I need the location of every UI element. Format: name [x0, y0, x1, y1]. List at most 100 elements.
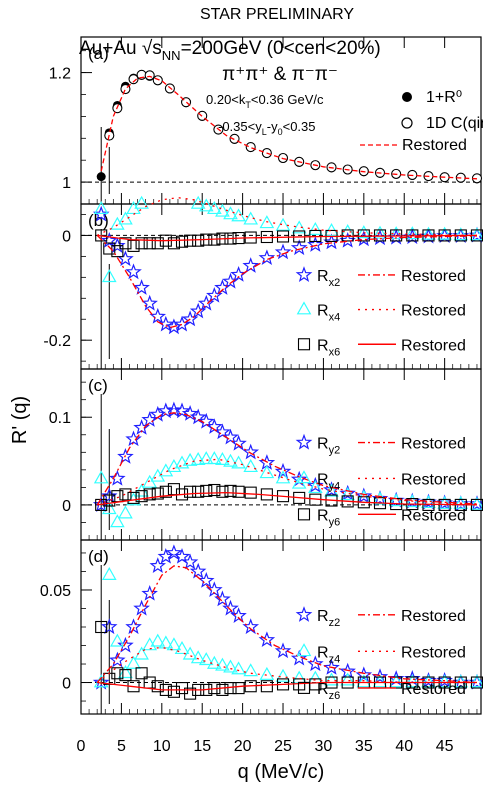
data-point — [324, 672, 339, 686]
x-tick-label: 35 — [355, 738, 373, 755]
data-point — [151, 680, 164, 693]
data-point — [469, 674, 483, 688]
x-tick-label: 15 — [193, 738, 211, 755]
data-point — [189, 408, 207, 425]
legend-marker — [296, 301, 312, 315]
panel-legend: Rz2 Restored Rz4 Restored Rz6 Restored — [295, 606, 466, 702]
data-point — [323, 658, 340, 675]
data-point — [167, 685, 180, 698]
data-point — [149, 557, 167, 573]
data-point — [110, 633, 125, 647]
data-point — [100, 618, 118, 635]
data-point — [127, 239, 140, 252]
data-point — [324, 223, 339, 237]
data-point — [150, 633, 166, 647]
panel-legend: Ry2 Restored Ry4 Restored Ry6 Restored — [295, 433, 466, 528]
data-point — [231, 208, 246, 222]
legend-restored-label: Restored — [401, 268, 466, 285]
series-line-restored-rz4 — [96, 646, 477, 684]
data-point — [174, 640, 190, 655]
data-point — [111, 667, 124, 680]
data-point — [182, 646, 198, 660]
data-point — [290, 239, 308, 256]
data-point — [437, 674, 452, 688]
data-point — [276, 230, 290, 243]
data-point — [93, 201, 109, 215]
data-point — [307, 655, 324, 672]
data-point — [128, 74, 139, 85]
data-point — [133, 279, 150, 295]
data-point — [308, 221, 323, 235]
data-point — [143, 488, 156, 501]
legend-label-c1d: 1D C(qinv) — [426, 115, 483, 132]
data-point — [181, 553, 199, 570]
data-point — [117, 636, 134, 653]
data-point — [167, 237, 180, 250]
panel-a-annotations: Au+Au √sNN=200GeV (0<cen<20%) π⁺π⁺ & π⁻π… — [79, 38, 483, 154]
data-point — [189, 562, 207, 579]
data-point — [372, 225, 388, 239]
series-line-restored-rx4 — [96, 197, 478, 237]
data-point — [95, 229, 108, 242]
data-point — [198, 451, 214, 465]
x-axis-label: q (MeV/c) — [238, 761, 325, 783]
data-point — [274, 243, 292, 260]
data-point — [307, 476, 324, 493]
data-point — [200, 484, 213, 497]
data-point — [214, 423, 231, 440]
data-point — [275, 668, 291, 682]
data-point — [96, 172, 106, 182]
legend-symbol: Rz4 — [317, 644, 340, 665]
legend-restored-label: Restored — [401, 507, 466, 524]
legend-marker — [295, 433, 313, 450]
data-point — [216, 485, 229, 498]
y-cut-label: -0.35<yL-y0<0.35 — [218, 119, 316, 137]
data-point — [341, 229, 354, 242]
y-tick-label: 0 — [62, 228, 71, 245]
legend-marker-1pr0 — [402, 92, 412, 102]
data-point — [243, 211, 259, 225]
x-axis: 0 5 10 15 20 25 30 35 40 45 — [77, 738, 454, 755]
data-point — [453, 227, 469, 241]
data-point — [259, 215, 275, 229]
data-point — [421, 226, 436, 240]
data-point — [208, 483, 221, 497]
data-point — [149, 307, 167, 324]
x-tick-label: 30 — [315, 738, 333, 755]
series-line-restored-rz6 — [97, 681, 477, 691]
y-tick-label: -0.2 — [43, 333, 71, 350]
y-tick-label: 0.05 — [40, 583, 71, 600]
legend-symbol: Ry6 — [317, 507, 340, 528]
legend-marker — [297, 338, 311, 351]
data-point — [469, 496, 483, 510]
data-point — [274, 642, 292, 659]
data-point — [197, 412, 215, 429]
legend-marker — [295, 266, 313, 282]
data-point — [110, 514, 125, 528]
data-point — [224, 484, 237, 497]
legend-symbol: Ry4 — [317, 471, 340, 492]
data-point — [355, 487, 373, 504]
legend-label-restored-a: Restored — [402, 137, 467, 154]
data-point — [127, 491, 140, 504]
data-point — [184, 687, 197, 700]
data-point — [357, 229, 370, 242]
legend-symbol: Rz6 — [317, 681, 340, 702]
series-line-restored-ry2 — [96, 412, 478, 506]
data-point — [101, 501, 117, 515]
y-tick-label: 0 — [62, 676, 71, 693]
data-point — [274, 462, 292, 479]
data-point — [230, 607, 247, 624]
data-point — [222, 428, 239, 445]
data-point — [222, 599, 239, 616]
legend-marker — [297, 508, 311, 521]
data-point — [103, 494, 116, 507]
data-point — [95, 620, 108, 634]
data-point — [182, 452, 198, 466]
series-rx4 — [93, 195, 483, 283]
legend-restored-label: Restored — [401, 471, 466, 488]
data-point — [275, 470, 291, 484]
legend-symbol: Rx6 — [317, 337, 340, 358]
series-rz4 — [93, 566, 483, 688]
x-tick-label: 20 — [234, 738, 252, 755]
